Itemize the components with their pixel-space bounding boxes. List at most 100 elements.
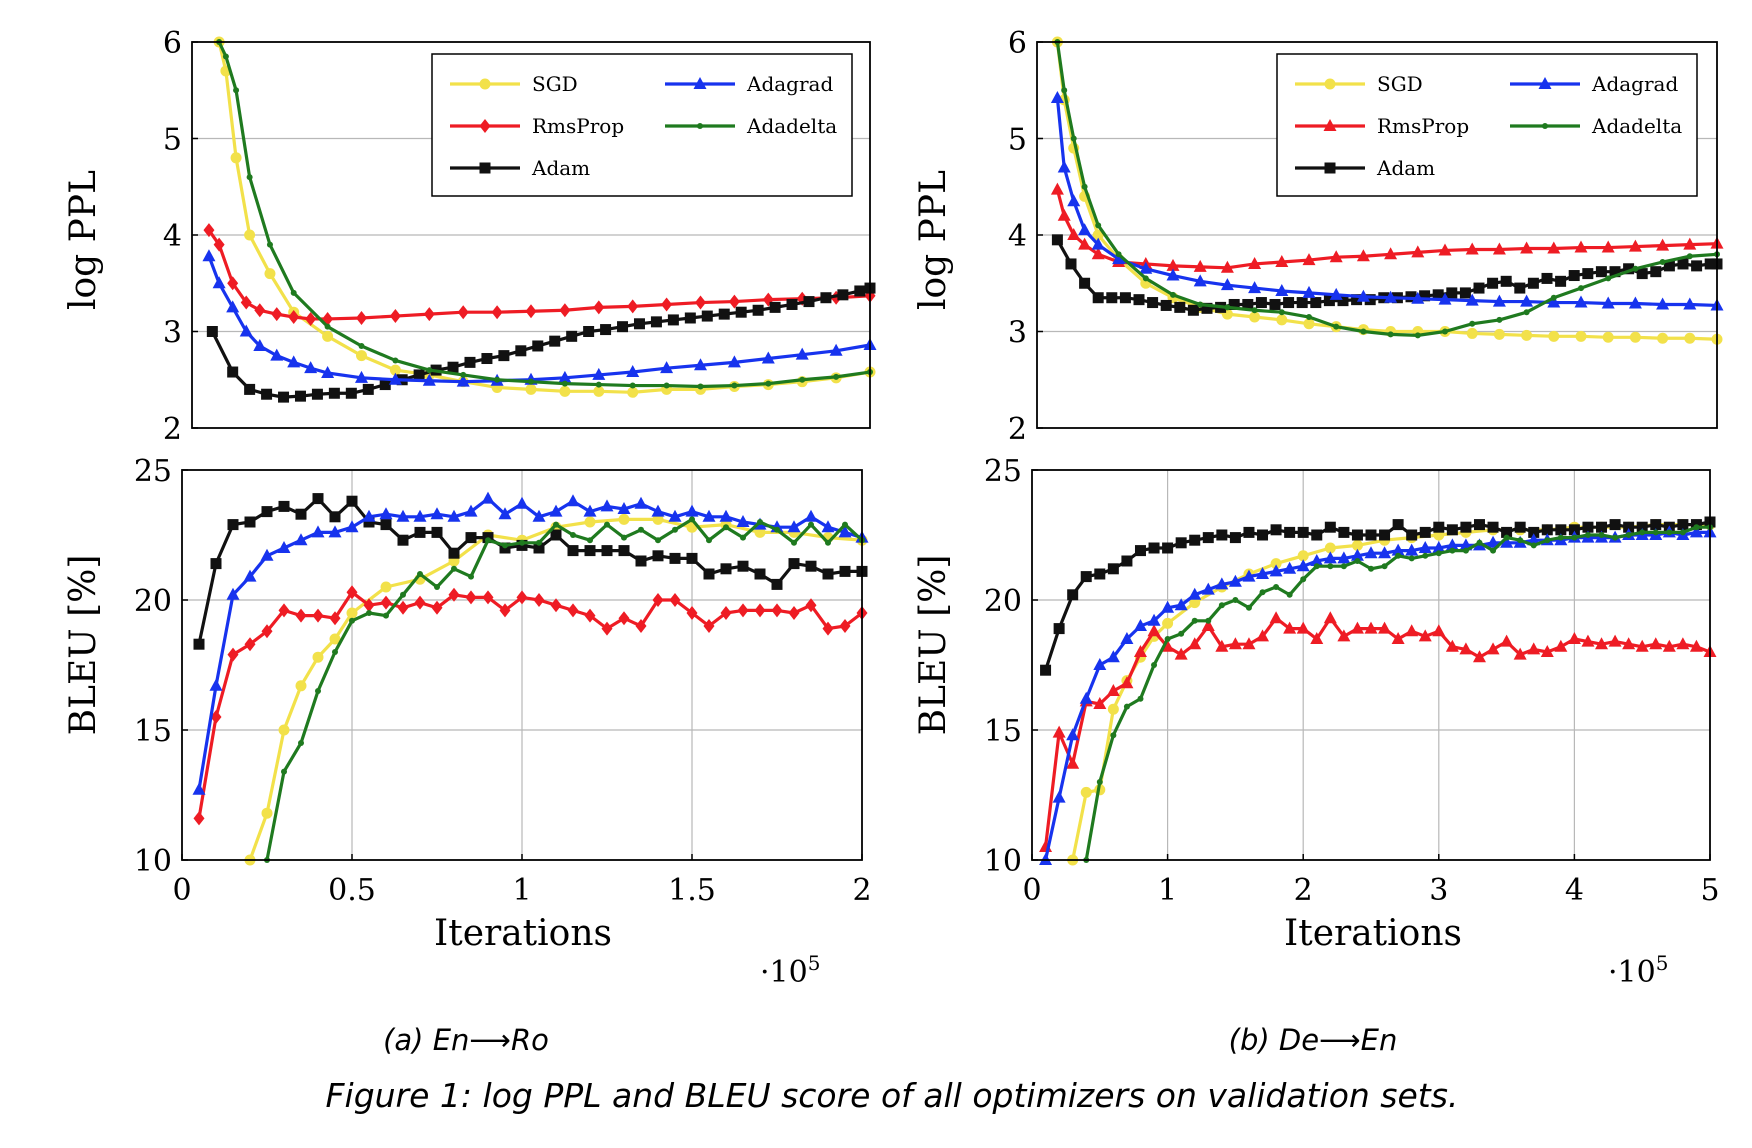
data-point — [1676, 637, 1690, 650]
data-point — [298, 740, 304, 746]
legend-item-adam: Adam — [1295, 156, 1435, 180]
data-point — [1677, 519, 1689, 531]
plot-area — [192, 491, 869, 866]
data-point — [193, 638, 205, 650]
y-tick-label: 2 — [163, 412, 182, 447]
subcaption-a: (a) En⟶Ro — [383, 1023, 549, 1057]
data-point — [837, 289, 849, 301]
data-point — [434, 584, 440, 590]
data-point — [519, 539, 525, 546]
data-point — [1273, 584, 1280, 590]
y-tick-label: 4 — [163, 219, 182, 254]
data-point — [346, 495, 358, 507]
data-point — [1053, 623, 1065, 635]
data-point — [1070, 135, 1077, 142]
data-point — [754, 603, 766, 618]
data-point — [329, 633, 341, 645]
data-point — [1248, 281, 1262, 294]
data-point — [795, 347, 809, 360]
data-point — [799, 376, 806, 383]
data-point — [567, 603, 579, 618]
data-point — [771, 578, 783, 590]
data-point — [502, 542, 508, 549]
data-point — [210, 710, 222, 724]
data-point — [1351, 539, 1363, 551]
data-point — [1229, 532, 1241, 544]
data-point — [626, 365, 640, 378]
data-point — [1201, 302, 1213, 314]
y-tick-label: 15 — [134, 714, 172, 749]
data-point — [635, 619, 647, 633]
data-point — [304, 361, 318, 374]
legend-label: Adadelta — [1591, 114, 1682, 138]
data-point — [1350, 548, 1364, 561]
legend-marker — [1538, 77, 1552, 89]
data-point — [346, 607, 358, 619]
data-point — [820, 292, 832, 304]
legend-item-adagrad: Adagrad — [665, 72, 833, 96]
data-point — [634, 496, 648, 509]
data-point — [261, 388, 273, 400]
data-point — [1324, 521, 1336, 533]
data-point — [808, 521, 814, 528]
data-point — [1677, 258, 1689, 270]
data-point — [1160, 299, 1172, 311]
x-tick-label: 1 — [512, 873, 531, 908]
data-point — [655, 537, 661, 544]
data-point — [1078, 237, 1092, 250]
data-point — [1609, 519, 1621, 531]
data-point — [1205, 617, 1212, 624]
data-point — [1360, 328, 1367, 335]
data-point — [346, 585, 358, 600]
data-point — [1555, 524, 1567, 536]
data-point — [635, 555, 647, 567]
data-point — [689, 516, 695, 523]
data-point — [1548, 330, 1560, 342]
data-point — [311, 525, 325, 538]
data-point — [695, 295, 706, 310]
data-point — [788, 606, 800, 620]
data-point — [1500, 634, 1514, 647]
data-point — [1462, 547, 1469, 554]
y-tick-label: 20 — [134, 584, 172, 619]
data-point — [322, 330, 334, 342]
data-point — [1096, 779, 1103, 785]
data-point — [536, 539, 542, 546]
data-point — [278, 391, 290, 403]
data-point — [362, 383, 374, 395]
data-point — [227, 276, 239, 291]
data-point — [1202, 532, 1214, 544]
data-point — [1269, 611, 1283, 624]
data-point — [684, 312, 696, 324]
y-tick-label: 25 — [134, 454, 172, 489]
data-point — [1174, 301, 1186, 313]
data-point — [769, 301, 781, 313]
data-point — [481, 491, 495, 504]
data-point — [426, 367, 433, 374]
data-point — [400, 591, 406, 598]
data-point — [1067, 194, 1081, 207]
data-point — [1391, 543, 1405, 556]
x-tick-label: 5 — [1700, 873, 1719, 908]
data-point — [1170, 291, 1176, 298]
data-point — [822, 568, 834, 580]
data-point — [431, 600, 443, 615]
data-point — [355, 370, 368, 383]
y-tick-label: 15 — [984, 714, 1022, 749]
data-point — [1106, 292, 1118, 304]
data-point — [1514, 521, 1526, 533]
data-point — [1079, 691, 1093, 704]
data-point — [457, 305, 469, 320]
data-point — [1286, 591, 1293, 598]
data-point — [822, 621, 834, 636]
data-point — [261, 807, 273, 819]
data-point — [720, 606, 732, 620]
data-point — [1337, 295, 1349, 307]
data-point — [1395, 552, 1402, 559]
data-point — [1323, 295, 1335, 307]
data-point — [1432, 624, 1446, 637]
data-point — [1091, 237, 1105, 250]
data-point — [1492, 242, 1506, 255]
legend-marker — [697, 123, 703, 129]
data-point — [1228, 298, 1240, 310]
